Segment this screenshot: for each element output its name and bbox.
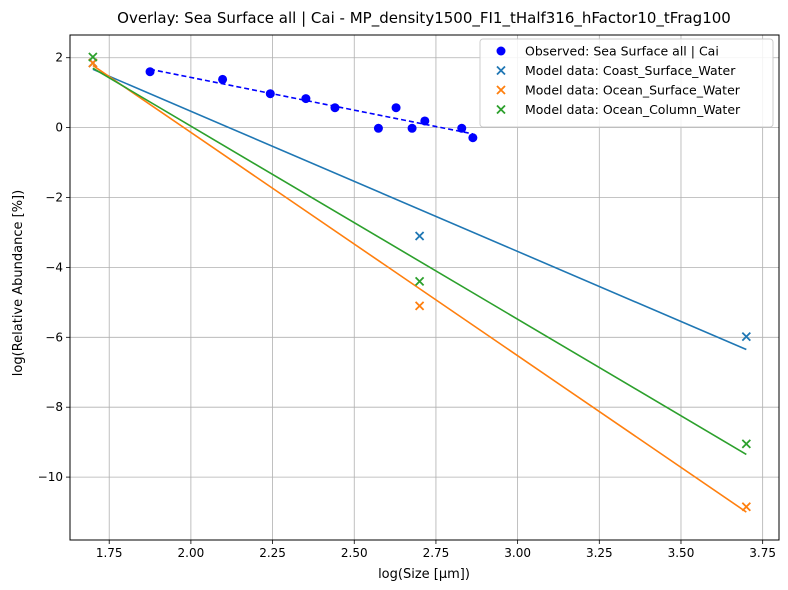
x-tick-label: 3.75: [749, 546, 776, 560]
y-tick-label: −4: [45, 260, 63, 274]
observed-point: [391, 103, 401, 113]
legend-marker: [496, 65, 506, 76]
y-axis-label: log(Relative Abundance [%]): [11, 190, 26, 376]
observed-point: [457, 123, 467, 133]
model-point: [741, 331, 751, 342]
y-tick-label: 0: [55, 121, 63, 135]
y-tick-label: −6: [45, 330, 63, 344]
model-point: [741, 439, 751, 449]
x-axis: 1.75 2.00 2.25 2.50 2.75 3.00 3.25 3.50 3.75: [96, 540, 776, 560]
legend-box: [479, 38, 774, 128]
model-point: [414, 276, 425, 287]
y-tick-label: 2: [55, 51, 63, 65]
x-axis-label: log(Size [μm]): [378, 567, 470, 582]
legend-label: Model data: Ocean_Column_Water: [525, 102, 741, 117]
x-tick-label: 2.00: [178, 546, 205, 560]
data-marks: [88, 52, 751, 512]
legend-marker: [496, 85, 506, 95]
observed-point: [373, 123, 383, 133]
legend-label: Model data: Ocean_Surface_Water: [525, 83, 741, 98]
model-point: [741, 502, 751, 512]
observed-fit-line: [149, 68, 474, 135]
legend-marker: [496, 104, 506, 115]
observed-point: [265, 89, 275, 99]
y-tick-label: −8: [45, 400, 63, 414]
model-point: [88, 52, 98, 62]
y-tick-label: −2: [45, 191, 63, 205]
model-fit-line: [92, 68, 747, 351]
x-tick-label: 3.50: [668, 546, 695, 560]
observed-point: [145, 67, 155, 77]
model-point: [414, 301, 425, 311]
x-tick-label: 2.25: [259, 546, 286, 560]
legend-marker: [496, 46, 506, 56]
x-tick-label: 2.50: [341, 546, 368, 560]
y-tick-label: −10: [38, 470, 63, 484]
plot-frame: [69, 34, 780, 541]
x-tick-label: 2.75: [423, 546, 450, 560]
x-tick-label: 3.25: [586, 546, 613, 560]
fit-lines: [92, 64, 747, 513]
y-axis: 2 0 −2 −4 −6 −8 −10: [38, 51, 70, 484]
legend-label: Model data: Coast_Surface_Water: [525, 63, 736, 78]
observed-point: [330, 103, 340, 113]
model-fit-line: [92, 67, 747, 456]
observed-point: [301, 94, 311, 104]
x-tick-label: 3.00: [504, 546, 531, 560]
observed-point: [468, 133, 478, 143]
chart-title: Overlay: Sea Surface all | Cai - MP_dens…: [117, 9, 731, 28]
model-fit-line: [92, 64, 747, 513]
observed-point: [420, 116, 430, 126]
observed-point: [218, 74, 228, 84]
observed-point: [407, 123, 417, 133]
x-tick-label: 1.75: [96, 546, 123, 560]
model-point: [414, 231, 425, 241]
legend: Observed: Sea Surface all | Cai Model dat…: [479, 38, 774, 128]
legend-label: Observed: Sea Surface all | Cai: [525, 44, 719, 59]
